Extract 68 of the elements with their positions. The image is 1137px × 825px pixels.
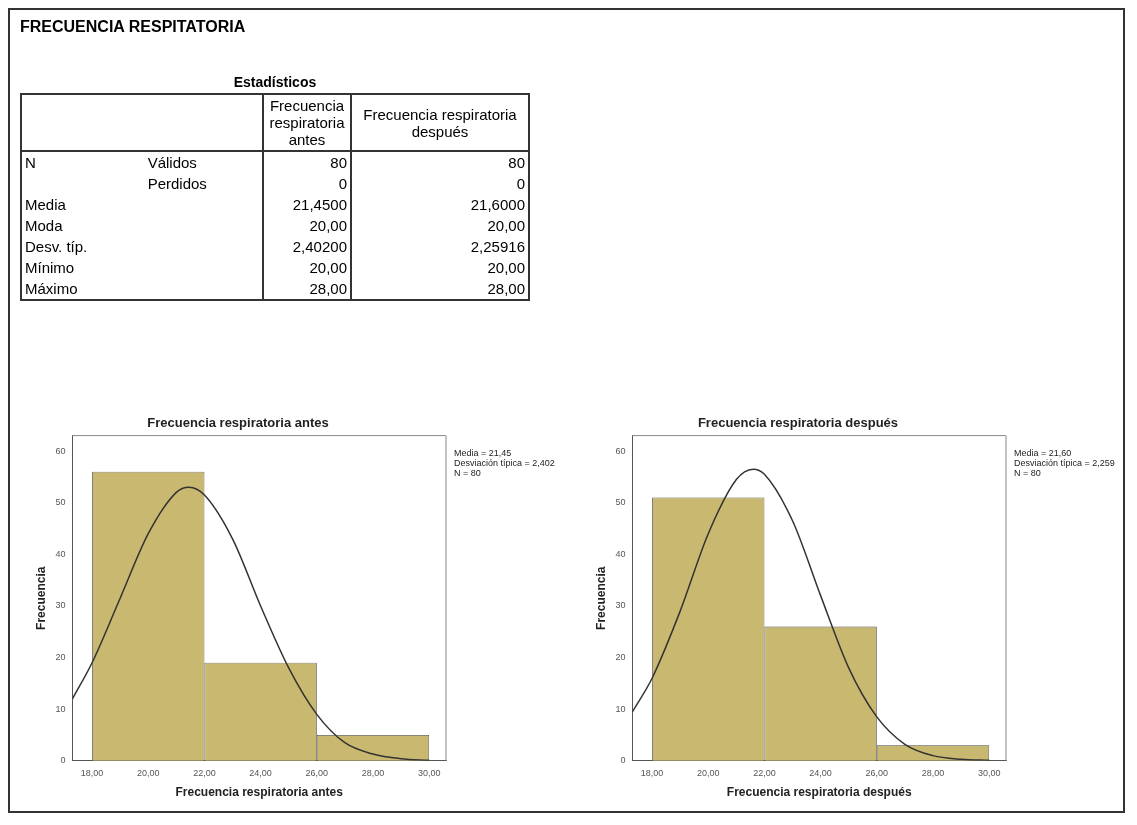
text: 21,4500 bbox=[292, 196, 347, 213]
text: 21,6000 bbox=[470, 196, 525, 213]
y-tick-label: 10 bbox=[55, 703, 66, 714]
text: N = 80 bbox=[454, 468, 482, 478]
x-axis-title: Frecuencia respiratoria antes bbox=[175, 785, 344, 800]
x-tick-label: 28,00 bbox=[361, 767, 385, 778]
text: Estadísticos bbox=[232, 74, 318, 90]
x-tick-label: 18,00 bbox=[80, 767, 104, 778]
text: 20,00 bbox=[309, 259, 347, 276]
text: Media = 21,60 bbox=[1014, 448, 1073, 458]
line-series bbox=[72, 486, 430, 761]
category-label: N bbox=[25, 154, 36, 171]
y-tick-label: 20 bbox=[55, 652, 66, 663]
y-tick-label: 40 bbox=[55, 548, 66, 559]
x-tick-label: 20,00 bbox=[696, 767, 720, 778]
y-tick-label: 10 bbox=[615, 703, 626, 714]
text: FRECUENCIA RESPITATORIA bbox=[20, 18, 247, 36]
x-tick-label: 20,00 bbox=[136, 767, 160, 778]
chart-title: Frecuencia respiratoria antes bbox=[147, 415, 329, 431]
chart-title: Frecuencia respiratoria después bbox=[697, 415, 899, 431]
text: 80 bbox=[508, 154, 525, 171]
text: Media = 21,45 bbox=[454, 448, 513, 458]
x-axis-title: Frecuencia respiratoria después bbox=[726, 785, 912, 800]
x-tick-label: 18,00 bbox=[640, 767, 664, 778]
x-tick-label: 30,00 bbox=[977, 767, 1001, 778]
y-tick-label: 50 bbox=[615, 497, 626, 508]
x-tick-label: 26,00 bbox=[865, 767, 889, 778]
x-tick-label: 24,00 bbox=[249, 767, 272, 778]
y-tick-label: 60 bbox=[55, 445, 66, 456]
y-axis-title: Frecuencia bbox=[593, 566, 608, 630]
text: N = 80 bbox=[1014, 468, 1042, 478]
text: 20,00 bbox=[309, 217, 347, 234]
text: 80 bbox=[330, 154, 347, 171]
x-tick-label: 26,00 bbox=[305, 767, 329, 778]
x-tick-label: 30,00 bbox=[417, 767, 441, 778]
y-tick-label: 0 bbox=[60, 755, 66, 766]
x-tick-label: 24,00 bbox=[809, 767, 832, 778]
category-label: Frecuencia respiratoria antes bbox=[263, 94, 351, 151]
text: 0 bbox=[516, 175, 525, 192]
y-tick-label: 40 bbox=[615, 548, 626, 559]
category-label: Media bbox=[25, 196, 66, 213]
category-label: Mínimo bbox=[25, 259, 75, 276]
category-label: Máximo bbox=[25, 280, 78, 297]
y-tick-label: 60 bbox=[615, 445, 626, 456]
y-tick-label: 30 bbox=[615, 600, 626, 611]
text: Desviación típica = 2,259 bbox=[1014, 458, 1115, 468]
text: 20,00 bbox=[487, 259, 525, 276]
category-label: Frecuencia respiratoria después bbox=[351, 94, 529, 151]
x-tick-label: 22,00 bbox=[193, 767, 216, 778]
text: 20,00 bbox=[487, 217, 525, 234]
y-axis-title: Frecuencia bbox=[33, 566, 48, 630]
category-label: Válidos bbox=[147, 154, 197, 171]
y-tick-label: 30 bbox=[55, 600, 66, 611]
x-tick-label: 28,00 bbox=[921, 767, 945, 778]
text: Desviación típica = 2,402 bbox=[454, 458, 555, 468]
x-tick-label: 22,00 bbox=[753, 767, 776, 778]
text: 28,00 bbox=[309, 280, 347, 297]
category-label: Perdidos bbox=[147, 175, 207, 192]
category-label: Moda bbox=[25, 217, 63, 234]
category-label: Desv. típ. bbox=[25, 238, 88, 255]
text: 2,40200 bbox=[292, 238, 347, 255]
text: 28,00 bbox=[487, 280, 525, 297]
y-tick-label: 20 bbox=[615, 652, 626, 663]
y-tick-label: 50 bbox=[55, 497, 66, 508]
line-series bbox=[632, 468, 990, 761]
text: 0 bbox=[338, 175, 347, 192]
y-tick-label: 0 bbox=[620, 755, 626, 766]
text: 2,25916 bbox=[470, 238, 525, 255]
